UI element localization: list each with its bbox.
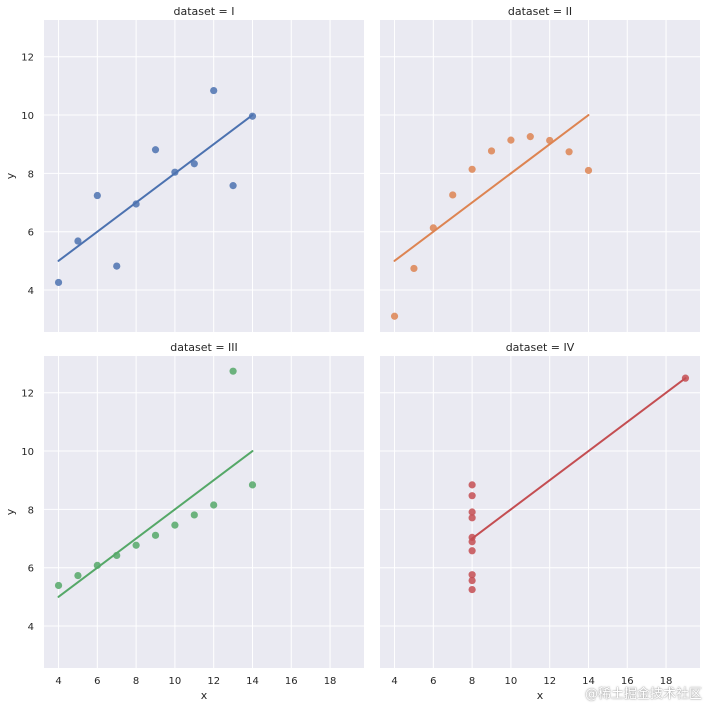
panel-background — [44, 356, 364, 668]
data-point — [190, 511, 198, 519]
data-point — [74, 571, 82, 580]
x-tick-label: 10 — [169, 676, 182, 687]
regression-line — [57, 114, 254, 262]
x-tick-label: 16 — [285, 676, 298, 687]
y-tick-label: 8 — [28, 505, 34, 516]
x-tick-label: 18 — [324, 676, 337, 687]
data-point — [584, 166, 593, 175]
data-point — [468, 165, 476, 173]
x-tick-label: 14 — [246, 676, 259, 687]
data-point — [113, 551, 121, 560]
y-axis-label: y — [4, 172, 17, 179]
data-point — [468, 547, 476, 555]
y-tick-label: 6 — [28, 228, 34, 239]
y-tick-label: 4 — [28, 286, 34, 297]
data-point — [546, 136, 554, 145]
y-tick-label: 10 — [21, 111, 34, 122]
data-point — [151, 531, 160, 539]
y-axis-label: y — [4, 508, 17, 515]
panel-title: dataset = I — [173, 5, 234, 18]
x-tick-label: 4 — [391, 676, 397, 687]
data-point — [429, 224, 437, 232]
x-axis-label: x — [537, 689, 544, 702]
data-point — [487, 147, 496, 155]
x-tick-label: 8 — [469, 676, 475, 687]
x-tick-label: 6 — [94, 676, 100, 687]
data-point — [390, 312, 399, 320]
panel-title: dataset = III — [170, 341, 238, 354]
panel-background — [44, 20, 364, 332]
data-point — [93, 561, 101, 569]
panel-title: dataset = II — [508, 5, 572, 18]
y-tick-label: 4 — [28, 622, 34, 633]
y-tick-label: 6 — [28, 564, 34, 575]
x-tick-label: 14 — [582, 676, 595, 687]
x-tick-label: 12 — [543, 676, 556, 687]
data-point — [468, 571, 476, 579]
x-tick-label: 4 — [55, 676, 61, 687]
data-point — [507, 136, 515, 144]
data-point — [468, 576, 476, 585]
data-point — [93, 191, 101, 200]
data-point — [468, 481, 476, 489]
regression-line — [393, 114, 590, 262]
panel-1: dataset = I — [44, 5, 364, 332]
data-point — [248, 112, 257, 120]
x-tick-label: 6 — [430, 676, 436, 687]
data-point — [449, 191, 457, 199]
data-point — [54, 278, 63, 287]
x-tick-label: 8 — [133, 676, 139, 687]
y-tick-label: 10 — [21, 447, 34, 458]
data-point — [171, 521, 179, 529]
data-point — [132, 541, 140, 549]
x-tick-label: 12 — [207, 676, 220, 687]
panel-2: dataset = II — [380, 5, 700, 332]
data-point — [229, 367, 237, 375]
y-tick-label: 12 — [21, 53, 34, 64]
data-point — [681, 374, 690, 382]
data-point — [468, 492, 476, 500]
data-point — [565, 148, 573, 156]
data-point — [151, 146, 160, 154]
data-point — [410, 264, 418, 273]
data-point — [113, 262, 121, 270]
x-tick-label: 18 — [660, 676, 673, 687]
data-point — [210, 501, 218, 509]
data-point — [171, 168, 179, 176]
x-tick-label: 16 — [621, 676, 634, 687]
panel-3: dataset = III — [44, 341, 364, 668]
data-point — [54, 581, 63, 590]
x-axis-label: x — [201, 689, 208, 702]
data-point — [468, 514, 476, 522]
data-point — [74, 237, 82, 245]
data-point — [132, 200, 140, 208]
data-point — [210, 86, 218, 95]
data-point — [229, 182, 237, 190]
panel-4: dataset = IV — [380, 341, 700, 668]
data-point — [468, 585, 476, 594]
data-point — [526, 133, 534, 141]
x-tick-label: 10 — [505, 676, 518, 687]
data-point — [248, 481, 257, 489]
watermark-text: @稀土掘金技术社区 — [584, 687, 702, 702]
y-tick-label: 12 — [21, 389, 34, 400]
panel-background — [380, 20, 700, 332]
y-tick-label: 8 — [28, 169, 34, 180]
regression-line — [57, 450, 254, 598]
panel-title: dataset = IV — [506, 341, 575, 354]
data-point — [468, 508, 476, 516]
data-point — [468, 538, 476, 546]
data-point — [190, 160, 198, 168]
regression-line — [471, 377, 687, 540]
